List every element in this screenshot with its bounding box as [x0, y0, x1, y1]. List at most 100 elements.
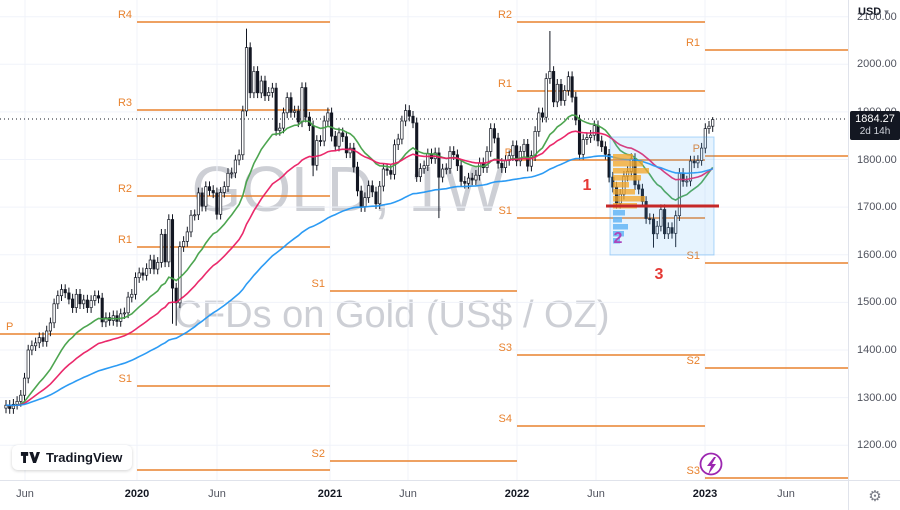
price-tick-label: 1500.00 — [857, 296, 897, 309]
time-tick-label: Jun — [777, 488, 795, 500]
pivot-label: R4 — [118, 9, 132, 21]
candle-body — [492, 128, 496, 139]
candle-body — [663, 209, 667, 235]
pivot-label: R3 — [118, 97, 132, 109]
price-scale[interactable]: USD ▾ 2100.002000.001900.001800.001700.0… — [848, 0, 900, 510]
wave-count-label: 2 — [614, 230, 623, 247]
ema-mid-line — [5, 130, 714, 407]
time-tick-label: Jun — [587, 488, 605, 500]
candle-body — [167, 219, 171, 263]
candle-body — [385, 168, 389, 171]
candle-body — [148, 259, 152, 269]
candle-body — [152, 259, 156, 270]
last-price-badge: 1884.27 2d 14h — [850, 111, 900, 141]
candle-body — [651, 218, 656, 235]
pivot-label: S1 — [499, 205, 512, 217]
candle-body — [659, 209, 663, 227]
candle-body — [404, 110, 408, 122]
candle-body — [437, 152, 441, 178]
price-tick-label: 2000.00 — [857, 58, 897, 71]
candle-body — [178, 246, 182, 304]
ema-slow-line — [5, 155, 713, 407]
candle-body — [370, 185, 374, 193]
pivot-label: R2 — [118, 183, 132, 195]
scale-settings-corner[interactable]: ⚙ — [848, 480, 900, 510]
currency-selector[interactable]: USD ▾ — [849, 0, 900, 24]
candle-body — [93, 295, 97, 301]
price-chart-canvas[interactable]: R4R3R2R1PS1S2S1S2R2R1PS1S3S4R1PS1S2S3123 — [0, 0, 848, 480]
candle-body — [182, 241, 186, 247]
candle-body — [670, 227, 674, 234]
candle-body — [48, 322, 52, 332]
candle-body — [396, 138, 400, 146]
candle-body — [78, 293, 82, 305]
pivot-label: S2 — [312, 448, 325, 460]
lightning-bolt-glyph — [707, 457, 716, 475]
candle-body — [215, 192, 219, 215]
pivot-label: R1 — [498, 78, 512, 90]
gear-icon[interactable]: ⚙ — [868, 488, 882, 505]
candle-body — [444, 168, 448, 170]
candle-body — [326, 112, 330, 122]
candle-body — [381, 168, 385, 187]
candle-body — [274, 87, 278, 131]
candle-body — [529, 155, 533, 167]
pivot-label: S1 — [119, 373, 132, 385]
candle-body — [355, 166, 360, 192]
candle-body — [666, 227, 670, 235]
candle-body — [637, 184, 641, 190]
candle-body — [559, 83, 563, 101]
candle-body — [367, 185, 371, 198]
price-tick-label: 1400.00 — [857, 344, 897, 356]
candle-body — [126, 296, 130, 314]
candle-body — [544, 78, 548, 118]
candle-body — [707, 125, 711, 129]
candle-body — [470, 177, 474, 181]
candle-body — [700, 147, 704, 161]
candle-body — [674, 215, 678, 234]
candle-body — [688, 160, 693, 182]
candle-body — [185, 231, 189, 242]
candle-body — [104, 317, 108, 323]
candle-body — [189, 214, 193, 233]
candle-body — [478, 162, 482, 176]
currency-label: USD — [858, 6, 882, 18]
tradingview-logo[interactable]: TradingView — [12, 445, 133, 470]
candle-body — [585, 137, 589, 140]
candle-body — [352, 147, 356, 168]
candle-body — [655, 225, 659, 235]
candle-body — [59, 289, 64, 297]
chart-pane[interactable]: GOLD, 1W CFDs on Gold (US$ / OZ) R4 R3 R2 R… — [0, 0, 848, 480]
candle-body — [452, 151, 456, 156]
pivot-label: P — [693, 143, 700, 155]
candle-body — [233, 159, 237, 174]
candle-body — [563, 90, 567, 101]
candle-body — [515, 145, 519, 162]
volume-profile-bar — [613, 175, 641, 181]
candle-body — [89, 300, 93, 308]
candle-body — [330, 112, 334, 137]
time-scale[interactable]: Jun 2020 Jun 2021 Jun 2022 Jun 2023 Jun — [0, 480, 848, 510]
last-price-value: 1884.27 — [855, 113, 895, 126]
candle-body — [281, 112, 286, 129]
candle-body — [566, 76, 570, 91]
time-tick-label: Jun — [16, 488, 34, 500]
candle-body — [85, 299, 89, 308]
candle-body — [603, 146, 607, 155]
candle-body — [100, 297, 104, 323]
pivot-label: S3 — [687, 465, 700, 477]
candle-body — [204, 186, 208, 207]
candle-body — [592, 125, 596, 136]
candle-body — [170, 219, 175, 289]
candle-body — [341, 132, 345, 138]
candle-body — [278, 127, 282, 131]
candle-body — [392, 144, 397, 175]
candle-body — [378, 185, 382, 205]
candle-body — [363, 197, 367, 207]
candle-body — [463, 181, 467, 184]
candle-body — [518, 151, 522, 162]
candle-body — [537, 112, 541, 132]
candle-body — [67, 292, 71, 300]
pivot-label: R1 — [686, 37, 700, 49]
